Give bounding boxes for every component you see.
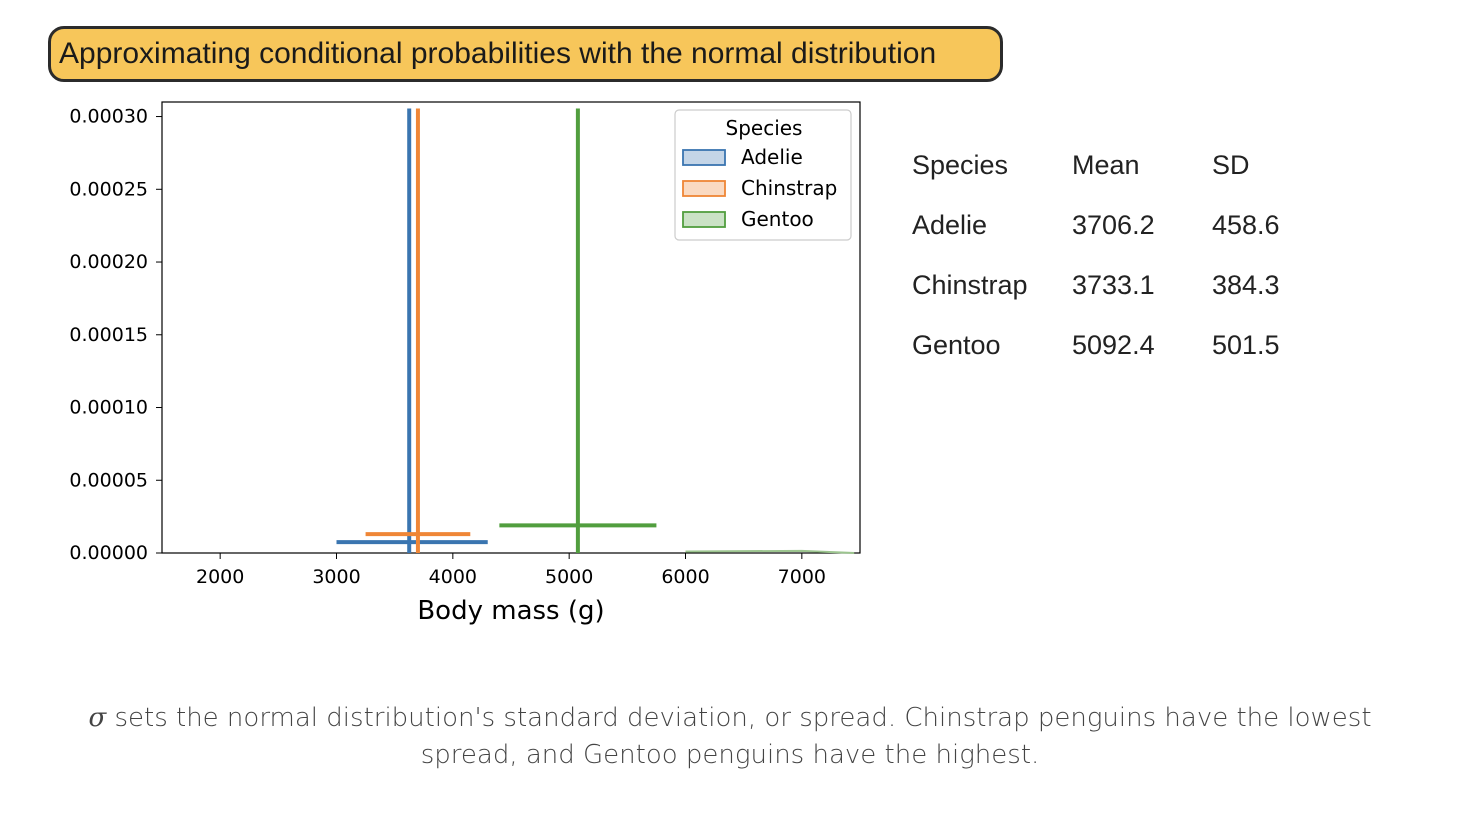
x-tick-label: 7000 (778, 566, 826, 588)
stats-header-sd: SD (1212, 149, 1250, 180)
stats-cell-species: Gentoo (912, 329, 1001, 360)
y-tick-label: 0.00015 (69, 324, 148, 346)
legend-title: Species (726, 116, 803, 140)
page-title-text: Approximating conditional probabilities … (59, 37, 937, 70)
legend-box (674, 109, 852, 241)
sigma-symbol: σ (88, 703, 107, 733)
stats-cell-species: Adelie (912, 209, 988, 240)
stats-cell-species: Chinstrap (912, 269, 1028, 300)
stats-row: Gentoo 5092.4 501.5 (912, 315, 1312, 375)
stats-cell-mean: 3706.2 (1072, 209, 1155, 240)
legend-swatch-adelie (682, 149, 726, 166)
stats-cell-mean: 3733.1 (1072, 269, 1155, 300)
stats-header-mean: Mean (1072, 149, 1140, 180)
legend-swatch-chinstrap (682, 180, 726, 197)
body-mass-chart: 2000 3000 4000 5000 6000 7000 0.00000 0.00005 0.… (69, 101, 861, 626)
stats-cell-sd: 384.3 (1212, 269, 1280, 300)
stats-header-row: Species Mean SD (912, 135, 1312, 195)
y-tick-label: 0.00030 (69, 106, 148, 128)
y-tick-label: 0.00000 (69, 542, 148, 564)
caption: σ sets the normal distribution's standar… (40, 700, 1420, 774)
gentoo-tail-curve (685, 549, 855, 554)
caption-line-1: σ sets the normal distribution's standar… (40, 700, 1420, 737)
x-tick-label: 3000 (312, 566, 360, 588)
stats-cell-sd: 458.6 (1212, 209, 1280, 240)
page-title: Approximating conditional probabilities … (48, 26, 1003, 82)
legend-label-gentoo: Gentoo (741, 207, 814, 231)
legend-label-adelie: Adelie (741, 145, 803, 169)
caption-line-1-text: sets the normal distribution's standard … (106, 703, 1372, 733)
y-tick-label: 0.00010 (69, 397, 148, 419)
x-axis-label: Body mass (g) (417, 596, 604, 626)
stats-row: Chinstrap 3733.1 384.3 (912, 255, 1312, 315)
x-tick-label: 5000 (545, 566, 593, 588)
x-tick-label: 6000 (661, 566, 709, 588)
caption-line-2: spread, and Gentoo penguins have the hig… (420, 740, 1040, 770)
y-tick-label: 0.00020 (69, 251, 148, 273)
stats-header-species: Species (912, 149, 1009, 180)
species-stats-table: Species Mean SD Adelie 3706.2 458.6 Chin… (912, 135, 1312, 375)
legend-label-chinstrap: Chinstrap (741, 176, 837, 200)
x-tick-label: 4000 (429, 566, 477, 588)
stats-row: Adelie 3706.2 458.6 (912, 195, 1312, 255)
x-tick-label: 2000 (196, 566, 244, 588)
legend-swatch-gentoo (682, 211, 726, 228)
y-tick-label: 0.00025 (69, 178, 148, 200)
stats-cell-mean: 5092.4 (1072, 329, 1155, 360)
stats-cell-sd: 501.5 (1212, 329, 1280, 360)
y-tick-label: 0.00005 (69, 469, 148, 491)
